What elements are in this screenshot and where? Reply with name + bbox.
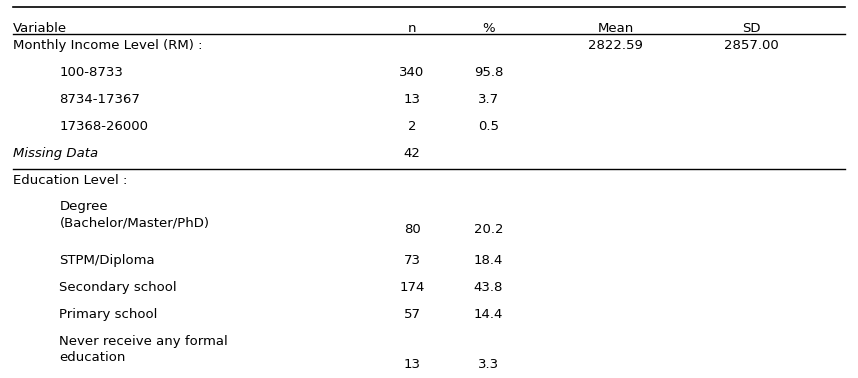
Text: 20.2: 20.2 [474,223,504,236]
Text: 73: 73 [403,254,420,267]
Text: 0.5: 0.5 [478,120,499,133]
Text: Degree
(Bachelor/Master/PhD): Degree (Bachelor/Master/PhD) [59,200,209,229]
Text: n: n [408,22,416,35]
Text: 3.7: 3.7 [478,93,499,106]
Text: 57: 57 [403,308,420,321]
Text: Primary school: Primary school [59,308,158,321]
Text: Variable: Variable [13,22,67,35]
Text: Secondary school: Secondary school [59,281,177,294]
Text: 80: 80 [403,223,420,236]
Text: SD: SD [743,22,761,35]
Text: 340: 340 [399,66,425,79]
Text: Monthly Income Level (RM) :: Monthly Income Level (RM) : [13,39,202,52]
Text: 14.4: 14.4 [474,308,503,321]
Text: 2: 2 [408,120,416,133]
Text: STPM/Diploma: STPM/Diploma [59,254,155,267]
Text: Mean: Mean [598,22,634,35]
Text: Never receive any formal
education: Never receive any formal education [59,335,228,364]
Text: 3.3: 3.3 [478,358,499,371]
Text: 2822.59: 2822.59 [589,39,644,52]
Text: 8734-17367: 8734-17367 [59,93,140,106]
Text: %: % [482,22,495,35]
Text: 174: 174 [399,281,425,294]
Text: 13: 13 [403,358,420,371]
Text: Missing Data: Missing Data [13,147,98,160]
Text: 42: 42 [403,147,420,160]
Text: 43.8: 43.8 [474,281,503,294]
Text: 2857.00: 2857.00 [724,39,779,52]
Text: 13: 13 [403,93,420,106]
Text: 17368-26000: 17368-26000 [59,120,148,133]
Text: 18.4: 18.4 [474,254,503,267]
Text: Education Level :: Education Level : [13,174,127,187]
Text: 95.8: 95.8 [474,66,503,79]
Text: 100-8733: 100-8733 [59,66,124,79]
